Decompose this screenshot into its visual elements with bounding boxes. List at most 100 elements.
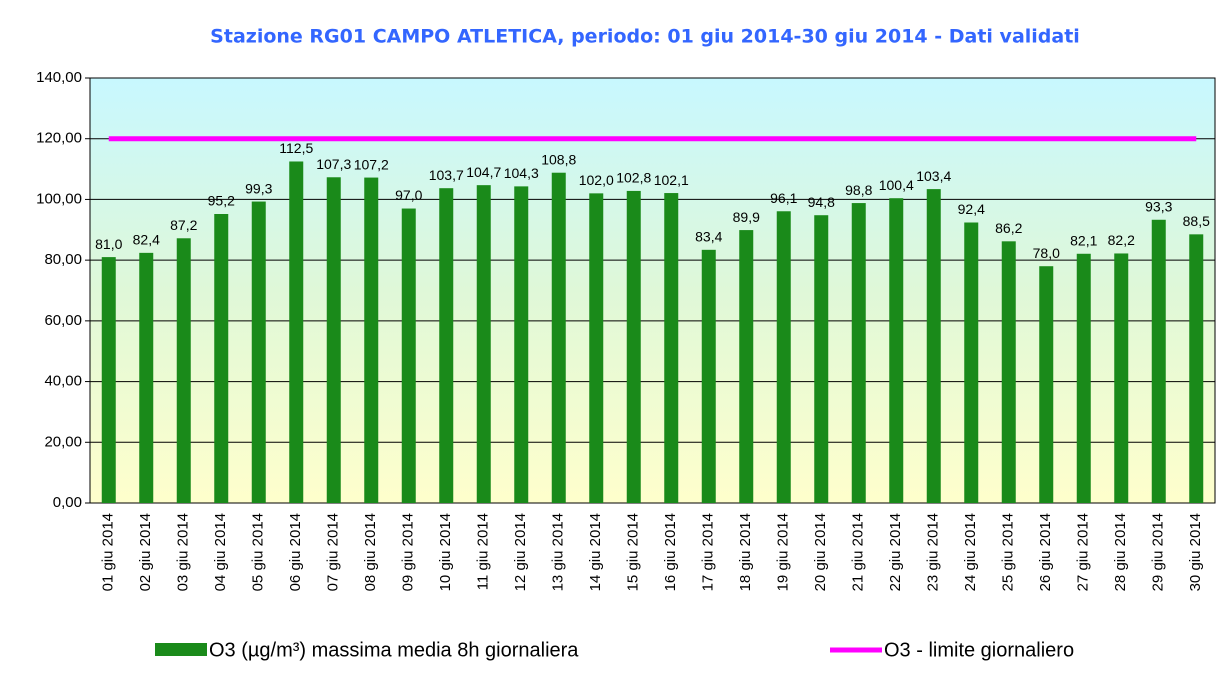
x-tick-label: 30 giu 2014 <box>1187 513 1204 591</box>
value-label: 94,8 <box>808 194 835 210</box>
bar <box>1039 266 1054 503</box>
x-tick-label: 06 giu 2014 <box>287 513 304 591</box>
bar <box>364 177 379 504</box>
legend-label: O3 - limite giornaliero <box>884 639 1074 661</box>
x-tick-label: 16 giu 2014 <box>662 513 679 591</box>
x-tick-label: 10 giu 2014 <box>437 513 454 591</box>
x-tick-label: 03 giu 2014 <box>175 513 192 591</box>
bar <box>851 203 866 504</box>
value-label: 104,7 <box>466 164 501 180</box>
value-label: 103,4 <box>916 168 951 184</box>
bar <box>589 193 604 503</box>
x-tick-label: 11 giu 2014 <box>475 513 492 590</box>
x-tick-label: 12 giu 2014 <box>512 513 529 591</box>
bar <box>814 215 829 503</box>
value-label: 83,4 <box>695 229 722 245</box>
x-tick-label: 28 giu 2014 <box>1112 513 1129 591</box>
value-label: 102,8 <box>616 170 651 186</box>
bar <box>139 252 154 503</box>
y-tick-label: 20,00 <box>44 433 82 450</box>
value-label: 107,2 <box>354 156 389 172</box>
bar <box>176 238 191 504</box>
bar <box>701 249 716 503</box>
value-label: 107,3 <box>316 156 351 172</box>
bar <box>1151 219 1166 503</box>
bar <box>401 208 416 504</box>
value-label: 82,4 <box>133 232 160 248</box>
value-label: 99,3 <box>245 180 272 196</box>
x-tick-label: 23 giu 2014 <box>925 513 942 591</box>
bar <box>776 211 791 503</box>
value-label: 86,2 <box>995 220 1022 236</box>
y-tick-label: 0,00 <box>53 494 82 511</box>
value-label: 88,5 <box>1183 213 1210 229</box>
y-tick-label: 120,00 <box>36 130 82 147</box>
value-label: 102,1 <box>654 172 689 188</box>
value-label: 104,3 <box>504 165 539 181</box>
value-label: 108,8 <box>541 151 576 167</box>
y-tick-label: 80,00 <box>44 251 82 268</box>
bar <box>739 230 754 503</box>
bar <box>439 188 454 504</box>
value-label: 93,3 <box>1145 198 1172 214</box>
bar <box>214 214 229 503</box>
y-tick-label: 100,00 <box>36 190 82 207</box>
x-tick-label: 25 giu 2014 <box>1000 513 1017 591</box>
bar <box>101 257 116 503</box>
value-label: 112,5 <box>279 140 313 156</box>
x-tick-label: 22 giu 2014 <box>887 513 904 591</box>
bar <box>1001 241 1016 504</box>
value-label: 96,1 <box>770 190 797 206</box>
value-label: 87,2 <box>170 217 197 233</box>
x-tick-label: 21 giu 2014 <box>850 513 867 591</box>
bar <box>926 189 941 503</box>
value-label: 82,1 <box>1070 232 1097 248</box>
bar <box>1076 253 1091 503</box>
value-label: 81,0 <box>95 236 122 252</box>
x-tick-label: 19 giu 2014 <box>775 513 792 591</box>
x-tick-label: 20 giu 2014 <box>812 513 829 591</box>
x-tick-label: 17 giu 2014 <box>700 513 717 591</box>
x-tick-label: 07 giu 2014 <box>325 513 342 591</box>
bar <box>551 172 566 503</box>
legend-swatch <box>155 643 207 656</box>
bar <box>326 177 341 503</box>
x-tick-label: 26 giu 2014 <box>1037 513 1054 591</box>
bar <box>476 185 491 504</box>
value-label: 92,4 <box>958 201 985 217</box>
x-tick-label: 15 giu 2014 <box>625 513 642 591</box>
x-tick-label: 01 giu 2014 <box>100 513 117 591</box>
value-label: 82,2 <box>1108 232 1135 248</box>
bar <box>1114 253 1129 503</box>
bar <box>889 198 904 503</box>
bar <box>1189 234 1204 503</box>
bar <box>664 193 679 503</box>
value-label: 102,0 <box>579 172 614 188</box>
x-tick-label: 18 giu 2014 <box>737 513 754 591</box>
x-tick-label: 04 giu 2014 <box>212 513 229 591</box>
x-tick-label: 13 giu 2014 <box>550 513 567 591</box>
bar <box>514 186 529 503</box>
value-label: 89,9 <box>733 209 760 225</box>
x-tick-label: 14 giu 2014 <box>587 513 604 591</box>
bar <box>964 222 979 503</box>
value-label: 95,2 <box>208 193 235 209</box>
value-label: 100,4 <box>879 177 914 193</box>
value-label: 97,0 <box>395 187 422 203</box>
y-tick-label: 60,00 <box>44 312 82 329</box>
x-tick-label: 27 giu 2014 <box>1075 513 1092 591</box>
chart-title: Stazione RG01 CAMPO ATLETICA, periodo: 0… <box>210 26 1080 48</box>
value-label: 78,0 <box>1033 245 1060 261</box>
x-tick-label: 05 giu 2014 <box>250 513 267 591</box>
y-tick-label: 140,00 <box>36 69 82 86</box>
x-tick-label: 08 giu 2014 <box>362 513 379 591</box>
x-tick-label: 09 giu 2014 <box>400 513 417 591</box>
y-tick-label: 40,00 <box>44 373 82 390</box>
bar <box>626 190 641 503</box>
x-tick-label: 29 giu 2014 <box>1150 513 1167 591</box>
x-tick-label: 02 giu 2014 <box>137 513 154 591</box>
value-label: 98,8 <box>845 182 872 198</box>
plot-area <box>89 77 1216 504</box>
value-label: 103,7 <box>429 167 464 183</box>
